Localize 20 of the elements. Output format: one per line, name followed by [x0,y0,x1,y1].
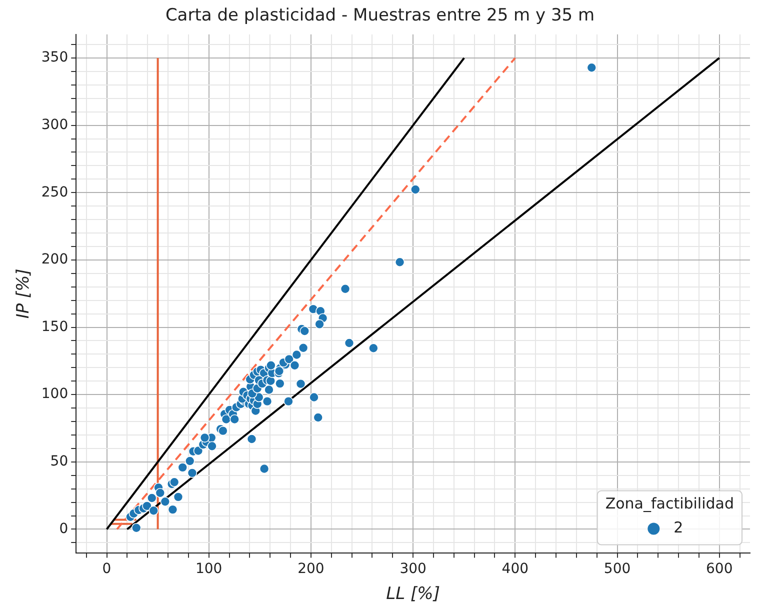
x-tick-label: 400 [502,560,529,577]
x-tick-label: 300 [400,560,426,577]
y-tick-label: 100 [41,386,68,402]
x-tick-label: 0 [102,560,112,577]
y-tick-label: 350 [41,50,68,66]
y-tick-label: 0 [59,520,68,537]
legend-title: Zona_factibilidad [605,494,734,513]
x-tick-label: 500 [604,560,631,577]
y-tick-label: 300 [41,116,68,133]
y-tick-label: 250 [41,184,68,200]
y-tick-label: 150 [41,318,68,335]
x-tick-label: 100 [195,560,222,577]
x-tick-label: 200 [298,560,324,577]
y-tick-label: 50 [50,454,68,470]
chart-title: Carta de plasticidad - Muestras entre 25 m y 35 m [165,6,595,26]
y-tick-label: 200 [41,252,68,268]
x-axis-title: LL [%] [386,584,440,604]
legend-label: 2 [674,518,684,537]
y-axis-title: IP [%] [14,268,34,319]
x-tick-label: 600 [706,560,733,577]
